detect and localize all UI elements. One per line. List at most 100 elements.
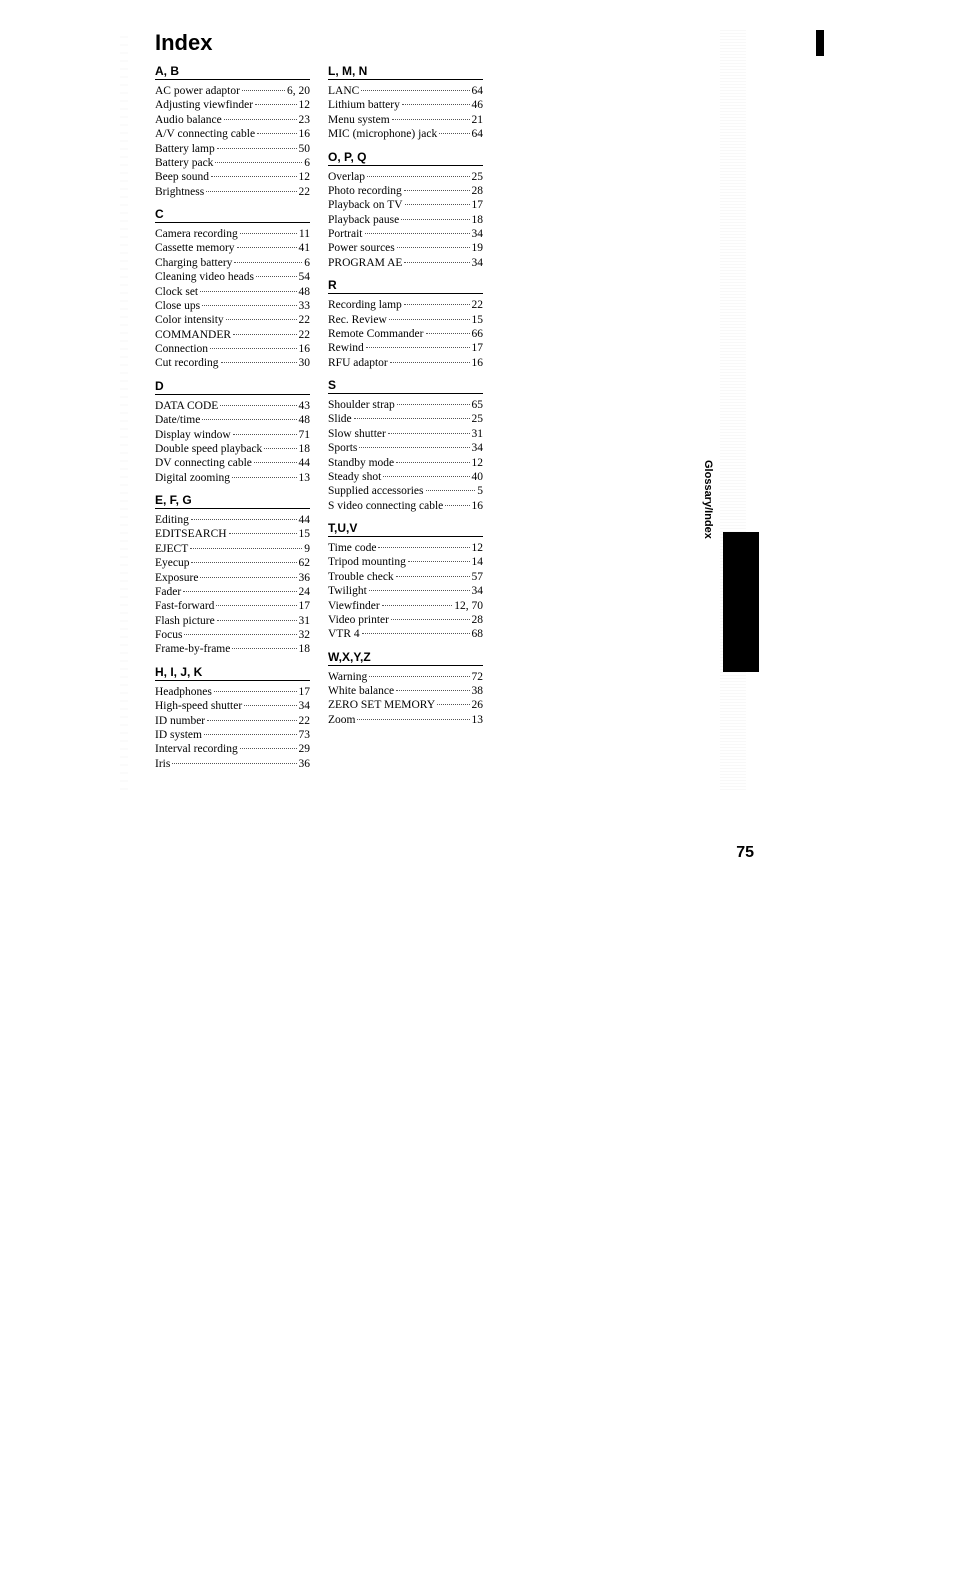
entry-term: EJECT (155, 542, 188, 556)
entry-leader-dots (362, 633, 470, 634)
entry-leader-dots (217, 620, 297, 621)
entry-leader-dots (404, 190, 470, 191)
entry-page: 18 (472, 213, 484, 227)
entry-term: Rec. Review (328, 313, 387, 327)
entry-page: 28 (472, 184, 484, 198)
index-entry: Shoulder strap65 (328, 398, 483, 412)
thumb-tab (723, 532, 759, 672)
entry-leader-dots (397, 404, 470, 405)
index-entry: Supplied accessories5 (328, 484, 483, 498)
entry-term: Viewfinder (328, 599, 380, 613)
index-entry: ZERO SET MEMORY26 (328, 698, 483, 712)
entry-page: 40 (472, 470, 484, 484)
entry-leader-dots (389, 319, 470, 320)
entry-page: 43 (299, 399, 311, 413)
index-entry: Cleaning video heads54 (155, 270, 310, 284)
entry-leader-dots (445, 505, 469, 506)
index-entry: VTR 468 (328, 627, 483, 641)
entry-page: 62 (299, 556, 311, 570)
index-entry: Cassette memory41 (155, 241, 310, 255)
entry-page: 71 (299, 428, 311, 442)
entry-term: Clock set (155, 285, 198, 299)
entry-leader-dots (224, 119, 297, 120)
entry-term: High-speed shutter (155, 699, 242, 713)
entry-leader-dots (397, 247, 470, 248)
entry-page: 17 (299, 685, 311, 699)
entry-page: 23 (299, 113, 311, 127)
entry-term: Camera recording (155, 227, 238, 241)
entry-leader-dots (396, 576, 470, 577)
entry-page: 50 (299, 142, 311, 156)
entry-page: 44 (299, 456, 311, 470)
index-entry: Photo recording 28 (328, 184, 483, 198)
entry-page: 38 (472, 684, 484, 698)
section-heading: L, M, N (328, 64, 483, 80)
index-entry: Battery lamp50 (155, 142, 310, 156)
entry-leader-dots (396, 690, 469, 691)
entry-leader-dots (244, 705, 296, 706)
index-entry: Rec. Review15 (328, 313, 483, 327)
index-entry: Fast-forward17 (155, 599, 310, 613)
section-heading: O, P, Q (328, 150, 483, 166)
entry-term: COMMANDER (155, 328, 231, 342)
entry-term: Time code (328, 541, 376, 555)
index-entry: Cut recording30 (155, 356, 310, 370)
index-entry: Remote Commander66 (328, 327, 483, 341)
index-entry: Frame-by-frame18 (155, 642, 310, 656)
edge-mark (816, 30, 824, 56)
section-heading: H, I, J, K (155, 665, 310, 681)
entry-leader-dots (426, 490, 476, 491)
entry-page: 72 (472, 670, 484, 684)
index-entry: Overlap25 (328, 170, 483, 184)
entry-page: 21 (472, 113, 484, 127)
entry-page: 17 (299, 599, 311, 613)
index-entry: Digital zooming13 (155, 471, 310, 485)
scan-artifact-left (120, 30, 128, 790)
entry-page: 64 (472, 127, 484, 141)
entry-leader-dots (378, 547, 469, 548)
entry-leader-dots (426, 333, 470, 334)
entry-leader-dots (390, 362, 470, 363)
entry-page: 25 (472, 170, 484, 184)
index-entry: Focus32 (155, 628, 310, 642)
entry-page: 16 (299, 342, 311, 356)
index-entry: Iris36 (155, 757, 310, 771)
index-entry: Fader24 (155, 585, 310, 599)
entry-term: White balance (328, 684, 394, 698)
entry-page: 12 (472, 541, 484, 555)
entry-term: Connection (155, 342, 208, 356)
entry-leader-dots (439, 133, 469, 134)
index-entry: DV connecting cable44 (155, 456, 310, 470)
index-entry: ID number22 (155, 714, 310, 728)
entry-page: 13 (472, 713, 484, 727)
entry-leader-dots (257, 133, 296, 134)
entry-leader-dots (215, 162, 302, 163)
entry-page: 46 (472, 98, 484, 112)
entry-term: Focus (155, 628, 182, 642)
entry-term: Photo recording (328, 184, 402, 198)
entry-leader-dots (396, 462, 469, 463)
entry-leader-dots (221, 362, 297, 363)
entry-leader-dots (359, 447, 469, 448)
entry-page: 66 (472, 327, 484, 341)
index-entry: Steady shot40 (328, 470, 483, 484)
entry-page: 44 (299, 513, 311, 527)
side-tab-label: Glossary/Index (702, 460, 714, 539)
entry-page: 57 (472, 570, 484, 584)
entry-leader-dots (391, 619, 470, 620)
index-column-left: A, BAC power adaptor6, 20Adjusting viewf… (155, 64, 310, 771)
index-entry: White balance 38 (328, 684, 483, 698)
index-entry: Zoom13 (328, 713, 483, 727)
entry-term: Beep sound (155, 170, 209, 184)
entry-term: Editing (155, 513, 189, 527)
entry-page: 17 (472, 198, 484, 212)
entry-term: Fader (155, 585, 181, 599)
entry-leader-dots (437, 704, 469, 705)
entry-leader-dots (183, 591, 296, 592)
entry-page: 31 (472, 427, 484, 441)
index-entry: Headphones17 (155, 685, 310, 699)
index-entry: LANC64 (328, 84, 483, 98)
entry-page: 41 (299, 241, 311, 255)
entry-page: 12 (472, 456, 484, 470)
index-entry: Video printer28 (328, 613, 483, 627)
